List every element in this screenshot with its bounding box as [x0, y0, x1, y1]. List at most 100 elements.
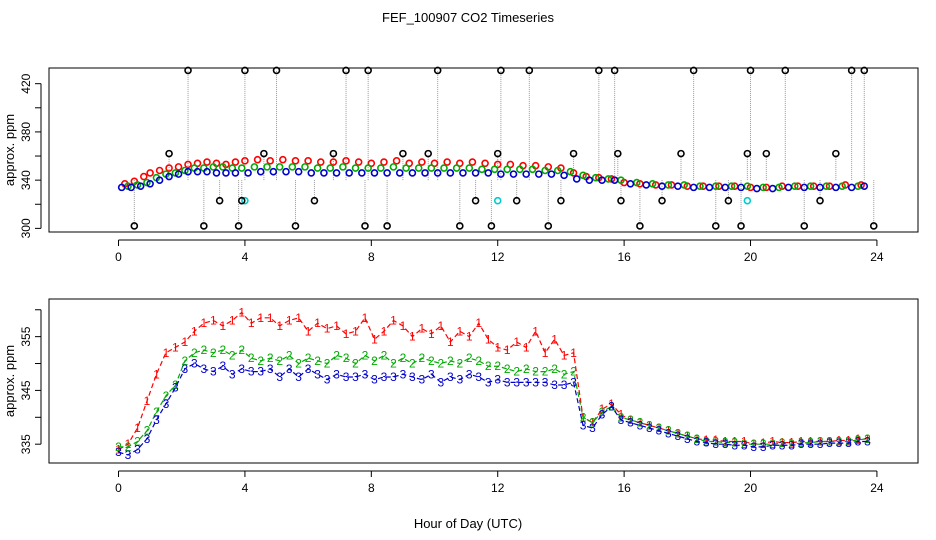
- point-3: 3: [542, 375, 549, 389]
- point-3: 3: [390, 370, 397, 384]
- point-green: [427, 164, 436, 172]
- point-1: 1: [504, 343, 511, 357]
- point-2: 2: [182, 354, 189, 368]
- point-2: 2: [779, 436, 786, 450]
- point-black: [800, 222, 809, 230]
- y-tick-label: 420: [19, 73, 33, 93]
- point-3: 3: [257, 365, 264, 379]
- point-black: [832, 149, 840, 158]
- point-1: 1: [428, 327, 435, 341]
- point-2: 2: [295, 357, 302, 371]
- point-green: [219, 163, 227, 171]
- point-green: [579, 171, 587, 180]
- point-2: 2: [599, 405, 606, 419]
- point-3: 3: [618, 413, 625, 427]
- point-green: [541, 166, 549, 175]
- point-black: [364, 66, 372, 75]
- point-3: 3: [238, 362, 245, 376]
- point-2: 2: [646, 418, 653, 432]
- point-1: 1: [807, 434, 814, 448]
- point-red: [155, 166, 164, 175]
- point-blue: [721, 183, 730, 192]
- point-blue: [193, 167, 202, 176]
- point-1: 1: [722, 434, 729, 448]
- point-3: 3: [722, 437, 729, 451]
- point-3: 3: [324, 373, 331, 387]
- point-1: 1: [314, 316, 321, 330]
- point-black: [636, 222, 644, 230]
- point-3: 3: [125, 448, 132, 462]
- point-1: 1: [125, 437, 132, 451]
- point-green: [313, 164, 322, 172]
- point-2: 2: [693, 432, 700, 446]
- point-black: [260, 149, 268, 158]
- point-black: [746, 66, 755, 75]
- point-blue: [509, 170, 518, 178]
- bottom-plot-frame: [48, 298, 919, 464]
- point-2: 2: [257, 354, 264, 368]
- point-red: [418, 158, 426, 166]
- point-2: 2: [409, 357, 416, 371]
- point-green: [364, 164, 372, 172]
- point-blue: [610, 176, 619, 184]
- series-line-1: [118, 311, 868, 451]
- x-tick-label: 4: [242, 481, 249, 495]
- point-1: 1: [703, 433, 710, 447]
- point-blue: [155, 176, 164, 184]
- point-3: 3: [665, 426, 672, 440]
- point-3: 3: [779, 438, 786, 452]
- bottom-y-axis-label: approx. ppm: [2, 345, 17, 417]
- top-y-axis-label: approx. ppm: [2, 114, 17, 186]
- point-black: [569, 149, 578, 158]
- point-1: 1: [182, 335, 189, 349]
- point-3: 3: [295, 370, 302, 384]
- point-1: 1: [447, 335, 454, 349]
- point-black: [781, 66, 790, 75]
- point-3: 3: [115, 445, 122, 459]
- point-green: [339, 163, 347, 171]
- point-blue: [320, 169, 328, 177]
- series-line-2: [118, 349, 868, 448]
- top-plot-frame: [48, 67, 919, 233]
- point-2: 2: [788, 437, 795, 451]
- x-tick-label: 0: [115, 481, 122, 495]
- point-black: [165, 149, 173, 158]
- point-black: [512, 196, 521, 205]
- point-green: [326, 164, 335, 172]
- point-2: 2: [712, 434, 719, 448]
- point-green: [209, 163, 218, 171]
- point-1: 1: [542, 346, 549, 360]
- point-red: [279, 155, 287, 164]
- point-1: 1: [741, 434, 748, 448]
- point-red: [481, 159, 489, 168]
- point-3: 3: [381, 370, 388, 384]
- x-tick-label: 0: [115, 250, 122, 264]
- point-3: 3: [305, 362, 312, 376]
- point-red: [329, 158, 338, 166]
- x-tick-label: 24: [870, 481, 884, 495]
- point-black: [184, 66, 192, 75]
- point-1: 1: [437, 319, 444, 333]
- point-3: 3: [608, 400, 615, 414]
- point-1: 1: [153, 367, 160, 381]
- point-black: [724, 196, 733, 205]
- point-2: 2: [172, 378, 179, 392]
- point-3: 3: [532, 375, 539, 389]
- point-blue: [547, 170, 556, 178]
- point-blue: [522, 170, 530, 178]
- point-2: 2: [741, 437, 748, 451]
- point-3: 3: [798, 437, 805, 451]
- point-1: 1: [561, 348, 568, 362]
- point-2: 2: [343, 351, 350, 365]
- point-black: [737, 222, 745, 230]
- point-blue: [203, 167, 211, 176]
- point-green: [414, 164, 423, 172]
- point-black: [487, 222, 496, 230]
- point-1: 1: [836, 433, 843, 447]
- y-tick-label: 380: [19, 122, 33, 142]
- point-1: 1: [191, 324, 198, 338]
- point-3: 3: [494, 373, 501, 387]
- top-co2-scatter-panel: approx. ppm 0 4 8 12 16 20 24 300 340 380 420: [2, 66, 919, 264]
- point-black: [455, 222, 464, 230]
